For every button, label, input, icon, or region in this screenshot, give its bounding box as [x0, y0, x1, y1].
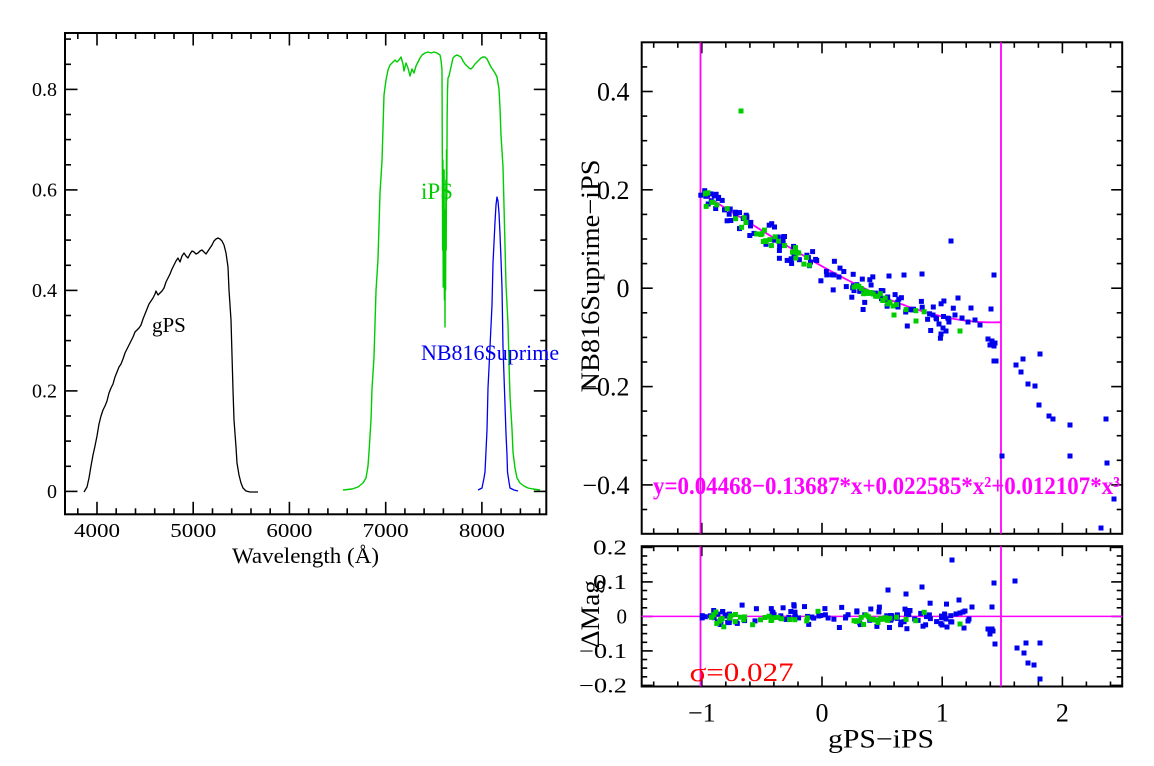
svg-text:0.1: 0.1 [593, 570, 627, 594]
svg-text:0: 0 [617, 604, 628, 628]
svg-text:iPS: iPS [421, 179, 453, 204]
svg-text:7000: 7000 [363, 520, 409, 542]
svg-text:0: 0 [47, 481, 57, 503]
svg-text:Wavelength (Å): Wavelength (Å) [232, 543, 379, 568]
svg-text:2: 2 [1056, 699, 1069, 728]
svg-text:8000: 8000 [459, 520, 505, 542]
svg-text:0.2: 0.2 [597, 176, 630, 205]
svg-text:−0.2: −0.2 [582, 373, 629, 402]
svg-text:6000: 6000 [266, 520, 312, 542]
svg-text:−0.1: −0.1 [579, 639, 627, 663]
svg-text:y=0.04468−0.13687*x+0.022585*x: y=0.04468−0.13687*x+0.022585*x²+0.012107… [653, 473, 1120, 500]
svg-text:0.2: 0.2 [32, 380, 57, 402]
svg-text:1: 1 [936, 699, 949, 728]
svg-text:gPS: gPS [152, 313, 186, 337]
svg-text:0.6: 0.6 [32, 179, 57, 201]
svg-text:4000: 4000 [74, 520, 120, 542]
svg-text:ΔMag: ΔMag [576, 580, 605, 648]
svg-text:0.4: 0.4 [32, 280, 57, 302]
svg-text:σ=0.027: σ=0.027 [690, 658, 794, 687]
svg-text:0.2: 0.2 [593, 535, 627, 559]
svg-text:NB816Suprime−iPS: NB816Suprime−iPS [576, 160, 605, 393]
svg-text:0: 0 [816, 699, 829, 728]
svg-text:0.4: 0.4 [597, 78, 630, 107]
svg-text:−1: −1 [688, 699, 716, 728]
svg-text:−0.2: −0.2 [579, 673, 627, 697]
svg-text:−0.4: −0.4 [582, 471, 629, 500]
svg-text:gPS−iPS: gPS−iPS [828, 725, 934, 754]
svg-text:NB816Suprime: NB816Suprime [421, 340, 559, 365]
svg-text:0.8: 0.8 [32, 79, 57, 101]
svg-text:5000: 5000 [170, 520, 216, 542]
svg-text:0: 0 [617, 274, 630, 303]
